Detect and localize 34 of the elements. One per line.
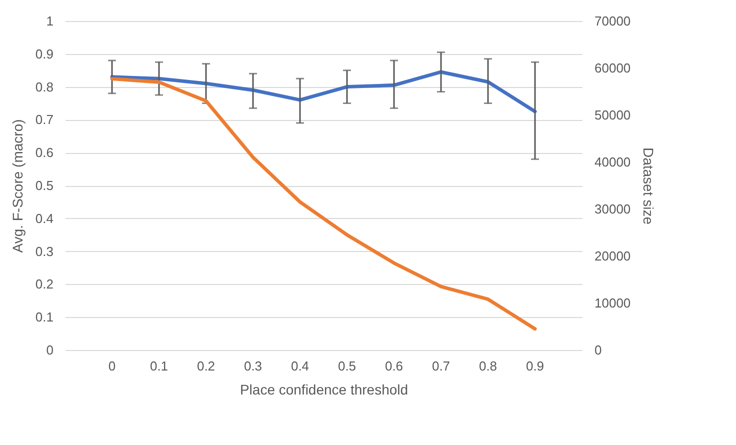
y-tick-label: 0.5 [35, 178, 54, 193]
y-tick-label: 0.6 [35, 145, 54, 160]
y-tick-label: 0.1 [35, 310, 54, 325]
x-tick-label: 0.6 [384, 358, 404, 374]
y-tick-label: 0 [46, 342, 54, 358]
x-tick-label: 0 [108, 358, 116, 374]
x-tick-label: 0.7 [432, 358, 450, 374]
line-series [110, 70, 537, 114]
y2-tick-label: 10000 [594, 296, 631, 310]
y-axis-title: Avg. F-Score (macro) [9, 119, 26, 253]
y2-tick-label: 40000 [594, 154, 631, 170]
y-tick-label: 0.4 [35, 210, 54, 226]
y-tick-label: 0.3 [35, 244, 54, 259]
y2-tick-label: 20000 [594, 248, 631, 264]
y2-tick-label: 30000 [594, 202, 631, 216]
x-axis-title: Place confidence threshold [240, 382, 408, 398]
y-tick-label: 1 [46, 14, 54, 28]
x-tick-label: 0.4 [290, 358, 310, 374]
x-tick-label: 0.9 [526, 358, 544, 374]
x-tick-label: 0.1 [150, 358, 168, 374]
y-tick-label: 0.7 [35, 112, 54, 128]
y-tick-label: 0.9 [35, 46, 54, 62]
x-tick-label: 0.8 [478, 358, 498, 374]
y2-tick-label: 60000 [594, 60, 631, 76]
line-series [110, 77, 537, 331]
x-tick-label: 0.2 [196, 358, 216, 374]
y2-tick-label: 70000 [594, 14, 631, 28]
y-tick-label: 0.2 [35, 276, 54, 292]
y-tick-label: 0.8 [35, 79, 54, 94]
x-tick-label: 0.5 [338, 358, 356, 374]
y2-tick-label: 50000 [594, 108, 631, 122]
y2-axis-title: Dataset size [640, 147, 657, 225]
y2-tick-label: 0 [594, 342, 602, 358]
x-tick-label: 0.3 [244, 358, 262, 374]
